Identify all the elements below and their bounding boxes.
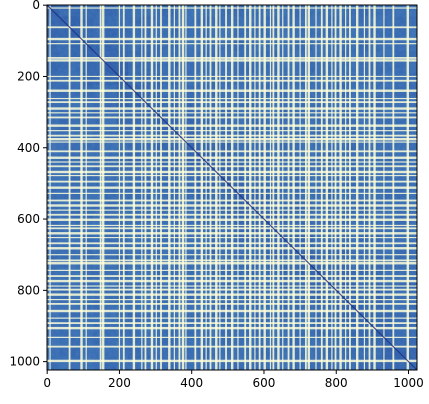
bright-column bbox=[141, 5, 143, 370]
x-tick-label: 400 bbox=[180, 376, 203, 390]
bright-column bbox=[181, 5, 185, 370]
bright-column bbox=[99, 5, 102, 370]
bright-column bbox=[168, 5, 171, 370]
bright-column bbox=[237, 5, 239, 370]
bright-column bbox=[334, 5, 337, 370]
bright-column bbox=[287, 5, 290, 370]
bright-column bbox=[254, 5, 256, 370]
x-tick-label: 0 bbox=[43, 376, 51, 390]
bright-column bbox=[80, 5, 83, 370]
bright-column bbox=[132, 5, 136, 370]
bright-column bbox=[205, 5, 207, 370]
bright-column bbox=[304, 5, 307, 370]
bright-column bbox=[244, 5, 247, 370]
bright-column bbox=[345, 5, 347, 370]
bright-column bbox=[406, 5, 409, 370]
bright-column bbox=[118, 5, 121, 370]
main-diagonal bbox=[47, 5, 417, 370]
bright-column bbox=[299, 5, 301, 370]
x-tick-label: 200 bbox=[108, 376, 131, 390]
y-tick-label: 0 bbox=[32, 0, 40, 12]
bright-column bbox=[325, 5, 329, 370]
y-tick-label: 800 bbox=[17, 283, 40, 297]
bright-column bbox=[315, 5, 317, 370]
bright-column bbox=[219, 5, 221, 370]
bright-column bbox=[356, 5, 359, 370]
bright-column bbox=[277, 5, 280, 370]
bright-column bbox=[320, 5, 323, 370]
bright-column bbox=[331, 5, 333, 370]
bright-column bbox=[307, 5, 310, 370]
bright-column bbox=[383, 5, 385, 370]
bright-column bbox=[209, 5, 212, 370]
y-tick-label: 200 bbox=[17, 69, 40, 83]
x-tick-label: 600 bbox=[253, 376, 276, 390]
bright-column bbox=[194, 5, 197, 370]
x-tick-label: 1000 bbox=[393, 376, 424, 390]
y-tick-label: 400 bbox=[17, 141, 40, 155]
bright-column bbox=[368, 5, 371, 370]
bright-column bbox=[144, 5, 147, 370]
bright-column bbox=[363, 5, 366, 370]
bright-column bbox=[392, 5, 395, 370]
y-tick-label: 1000 bbox=[9, 355, 40, 369]
bright-column bbox=[185, 5, 187, 370]
bright-columns bbox=[49, 5, 409, 370]
bright-column bbox=[101, 5, 105, 370]
bright-column bbox=[272, 5, 275, 370]
bright-column bbox=[292, 5, 295, 370]
bright-column bbox=[349, 5, 351, 370]
bright-column bbox=[282, 5, 284, 370]
plot-area bbox=[47, 5, 417, 370]
bright-column bbox=[122, 5, 125, 370]
bright-column bbox=[373, 5, 376, 370]
bright-column bbox=[155, 5, 157, 370]
plot-frame bbox=[46, 4, 418, 371]
bright-column bbox=[178, 5, 181, 370]
bright-column bbox=[263, 5, 266, 370]
bright-column bbox=[160, 5, 162, 370]
bright-column bbox=[249, 5, 252, 370]
bright-column bbox=[68, 5, 71, 370]
bright-column bbox=[173, 5, 175, 370]
bright-column bbox=[225, 5, 227, 370]
bright-column bbox=[85, 5, 87, 370]
x-tick-label: 800 bbox=[325, 376, 348, 390]
bright-column bbox=[49, 5, 51, 370]
bright-column bbox=[200, 5, 204, 370]
y-tick-label: 600 bbox=[17, 212, 40, 226]
x-axis: 0 200 400 600 800 1000 bbox=[43, 370, 424, 390]
bright-column bbox=[258, 5, 261, 370]
bright-column bbox=[150, 5, 154, 370]
bright-column bbox=[339, 5, 342, 370]
y-axis: 0 200 400 600 800 1000 bbox=[9, 0, 47, 369]
bright-column bbox=[215, 5, 218, 370]
bright-column bbox=[269, 5, 272, 370]
